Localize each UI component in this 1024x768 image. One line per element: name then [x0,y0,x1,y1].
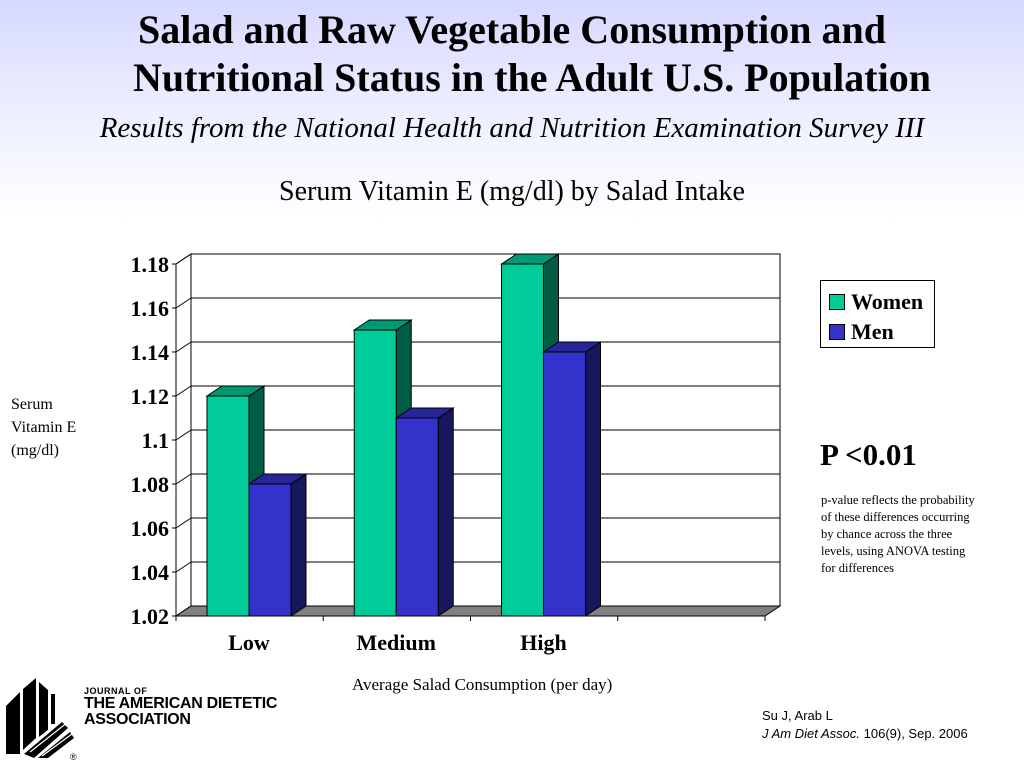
citation: Su J, Arab L J Am Diet Assoc. 106(9), Se… [762,707,968,743]
chart-legend: Women Men [820,280,935,348]
legend-swatch-men [829,324,845,340]
title-line-1: Salad and Raw Vegetable Consumption and [138,7,886,52]
registered-mark: ® [70,752,77,762]
legend-swatch-women [829,294,845,310]
men-bar-medium-side [437,407,454,617]
gridline-side [175,517,192,529]
women-bar-high [501,263,544,617]
chart-title: Serum Vitamin E (mg/dl) by Salad Intake [279,176,745,207]
citation-details: 106(9), Sep. 2006 [860,726,968,741]
slide-title: Salad and Raw Vegetable Consumption and … [0,6,1024,102]
citation-journal: J Am Diet Assoc. [762,726,861,741]
men-bar-high [543,351,586,617]
journal-line-1: JOURNAL OF [84,686,148,696]
y-tick-label: 1.02 [131,604,170,629]
gridline-side [175,253,192,265]
women-bar-medium [353,329,397,617]
x-tick-label: High [520,630,566,655]
x-axis-label: Average Salad Consumption (per day) [352,675,613,694]
y-tick-label: 1.06 [131,516,170,541]
legend-label-men: Men [851,319,894,344]
legend-label-women: Women [851,289,924,314]
men-bar-low [248,483,292,617]
y-axis-label: Serum Vitamin E (mg/dl) [11,396,77,459]
jada-logo-icon: ® [6,678,77,762]
y-tick-label: 1.04 [131,560,170,585]
y-tick-label: 1.18 [131,252,170,277]
journal-line-2: THE AMERICAN DIETETIC [84,695,278,712]
p-value-note: p-value reflects the probability of thes… [821,493,975,575]
gridline-side [175,385,192,397]
gridline-side [175,473,192,485]
x-tick-label: Low [228,630,270,655]
women-bar-low [206,395,250,617]
legend-item-women: Women [829,287,934,317]
p-value: P <0.01 [820,437,917,472]
y-tick-label: 1.08 [131,472,170,497]
citation-source: J Am Diet Assoc. 106(9), Sep. 2006 [762,725,968,743]
journal-name: JOURNAL OF THE AMERICAN DIETETIC ASSOCIA… [84,686,277,728]
legend-item-men: Men [829,317,934,347]
men-bar-low-side [290,473,307,617]
y-tick-label: 1.14 [131,340,170,365]
y-tick-label: 1.16 [131,296,170,321]
slide-subtitle: Results from the National Health and Nut… [99,112,925,144]
men-bar-high-side [585,341,601,617]
journal-line-3: ASSOCIATION [84,711,191,728]
title-line-2: Nutritional Status in the Adult U.S. Pop… [133,55,931,100]
gridline-side [175,561,192,573]
citation-authors: Su J, Arab L [762,708,833,723]
gridline-side [175,341,192,353]
y-tick-label: 1.1 [142,428,170,453]
gridline-side [175,297,192,309]
y-tick-label: 1.12 [131,384,170,409]
gridline-side [175,429,192,441]
men-bar-medium [395,417,439,617]
x-tick-label: Medium [357,630,436,655]
